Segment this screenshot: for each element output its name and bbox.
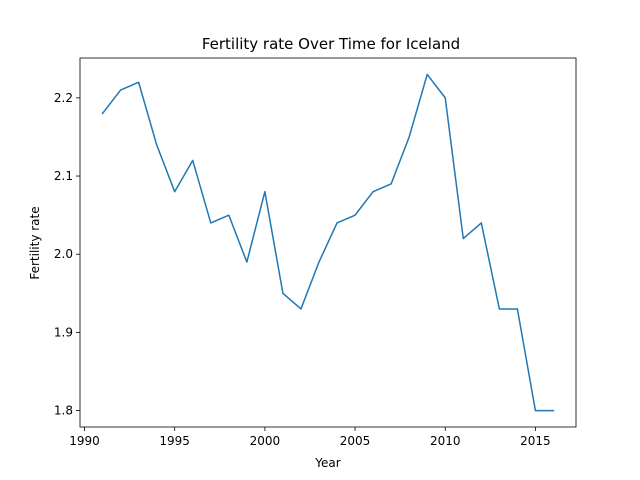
x-tick-label-2000: 2000 [250,434,281,448]
chart-title: Fertility rate Over Time for Iceland [202,35,460,53]
x-tick-label-1995: 1995 [159,434,190,448]
plot-frame [79,57,577,428]
x-axis-label: Year [314,456,340,470]
y-tick-label-1.9: 1.9 [54,325,73,339]
x-tick-label-2015: 2015 [520,434,551,448]
y-tick-label-1.8: 1.8 [54,404,73,418]
plot-area: 1990 1995 2000 2005 2010 2015 1.8 1.9 2.0 2.1 2.2 [54,57,577,448]
y-tick-label-2.1: 2.1 [54,169,73,183]
x-tick-label-2005: 2005 [340,434,371,448]
x-tick-label-2010: 2010 [430,434,461,448]
y-tick-label-2.2: 2.2 [54,91,73,105]
series-line-0 [101,73,555,412]
x-tick-label-1990: 1990 [69,434,100,448]
y-axis-label: Fertility rate [28,206,42,279]
y-tick-label-2: 2.0 [54,247,73,261]
